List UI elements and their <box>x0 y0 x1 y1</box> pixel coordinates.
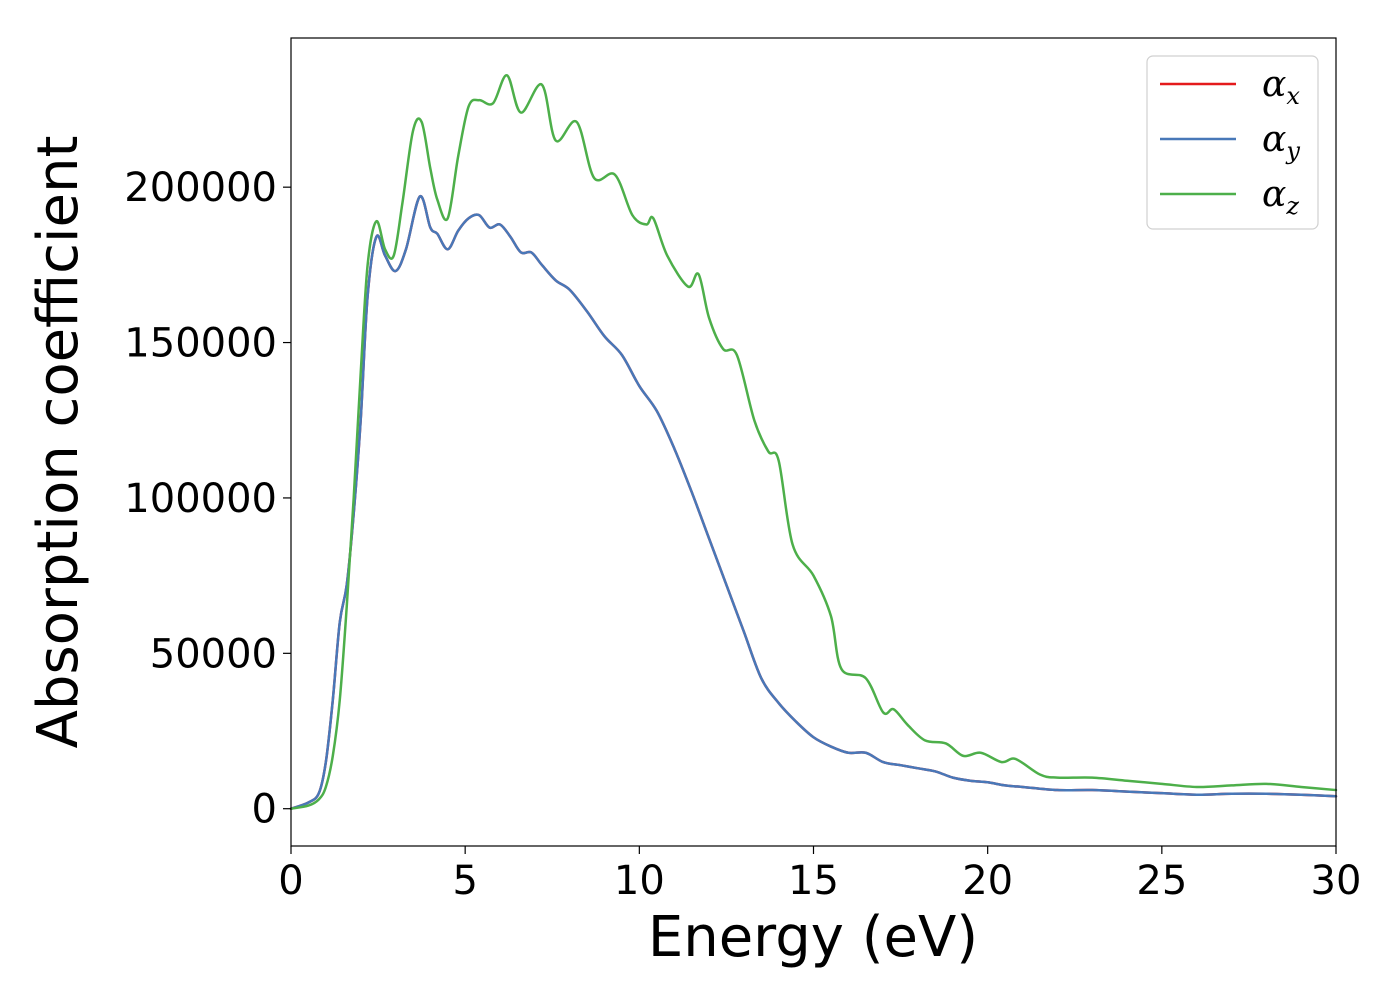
x-axis-label: Energy (eV) <box>648 905 978 970</box>
y-tick-label: 150000 <box>124 321 277 367</box>
x-tick-label: 30 <box>1311 858 1362 904</box>
series-line-y <box>289 195 1338 810</box>
y-ticks: 0 50000 100000 150000 200000 <box>124 165 291 833</box>
legend-label-x: αx <box>1262 64 1300 110</box>
x-tick-label: 25 <box>1136 858 1187 904</box>
y-tick-label: 100000 <box>124 476 277 522</box>
series-layer <box>289 74 1338 810</box>
legend: αx αy αz <box>1146 55 1319 230</box>
plot-frame <box>290 37 1337 847</box>
x-ticks: 0 5 10 15 20 25 30 <box>278 846 1361 904</box>
x-tick-label: 5 <box>452 858 477 904</box>
x-tick-label: 0 <box>278 858 303 904</box>
y-tick-label: 200000 <box>124 165 277 211</box>
series-line-z <box>289 74 1338 810</box>
y-tick-label: 50000 <box>150 631 277 677</box>
y-axis-label: Absorption coefficient <box>26 136 91 749</box>
legend-label-y: αy <box>1262 119 1300 165</box>
legend-items: αx αy αz <box>1160 64 1300 220</box>
x-tick-label: 15 <box>788 858 839 904</box>
x-tick-label: 10 <box>614 858 665 904</box>
x-tick-label: 20 <box>962 858 1013 904</box>
y-tick-label: 0 <box>252 787 277 833</box>
legend-box <box>1146 55 1319 230</box>
legend-label-z: αz <box>1262 174 1299 220</box>
